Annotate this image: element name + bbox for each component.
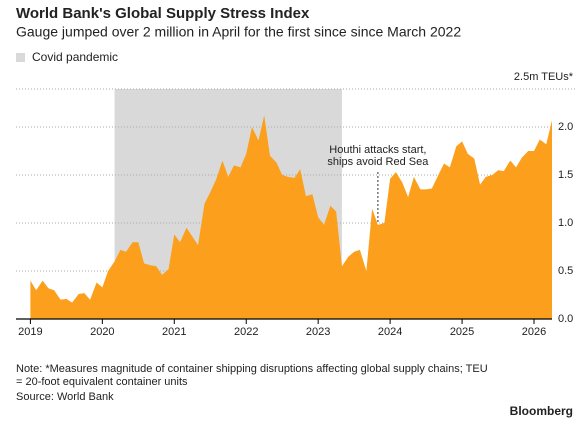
x-tick-label: 2023 [306,326,330,338]
annotation-text: Houthi attacks start, [329,144,426,156]
y-tick-label: 0.5 [558,265,573,277]
x-tick-label: 2019 [18,326,42,338]
x-tick-label: 2021 [162,326,186,338]
legend-swatch [16,53,25,62]
credit: Bloomberg [510,404,573,418]
source: Source: World Bank [16,391,114,403]
plot: 0.0 0.5 1.0 1.5 2.0 2.5m TEUs* 2019 2020 2021 202… [16,71,575,338]
note: Note: *Measures magnitude of container s… [16,363,488,388]
area [30,115,552,319]
legend-label: Covid pandemic [32,50,118,64]
x-tick-label: 2024 [378,326,402,338]
x-tick-label: 2026 [522,326,546,338]
y-tick-label: 1.0 [558,217,573,229]
y-tick-label: 1.5 [558,169,573,181]
chart-subtitle: Gauge jumped over 2 million in April for… [16,24,461,40]
annotation-text: ships avoid Red Sea [327,156,429,168]
x-tick-label: 2020 [90,326,114,338]
y-tick-label: 2.5m TEUs* [514,71,574,83]
x-tick-label: 2025 [450,326,474,338]
y-tick-label: 0.0 [558,313,573,325]
x-tick-label: 2022 [234,326,258,338]
y-tick-label: 2.0 [558,121,573,133]
chart-title: World Bank's Global Supply Stress Index [16,5,310,22]
